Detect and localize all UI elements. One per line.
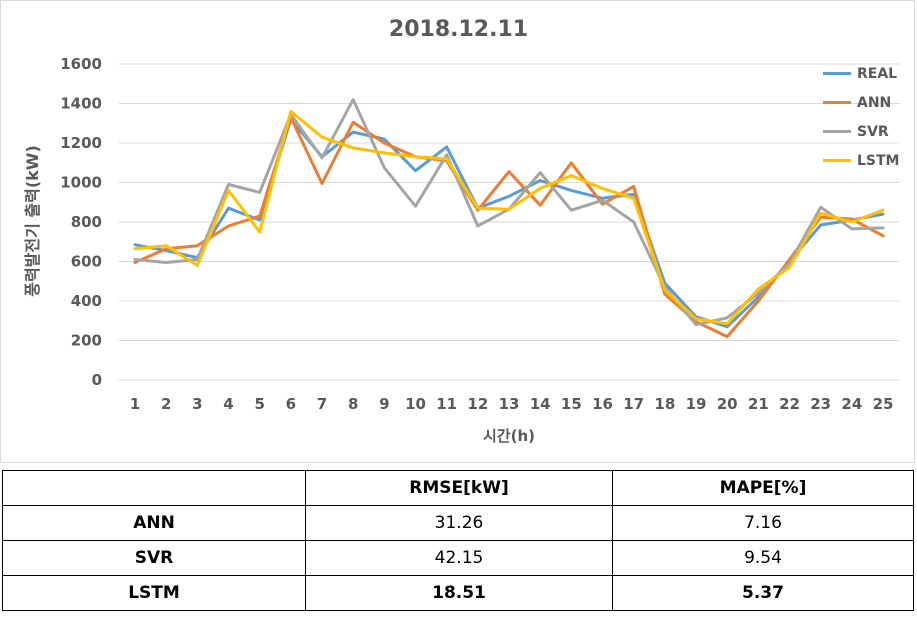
x-tick-label: 12 (467, 395, 488, 413)
x-tick-label: 7 (317, 395, 327, 413)
y-tick-label: 0 (92, 371, 102, 389)
x-tick-label: 24 (841, 395, 862, 413)
x-tick-label: 2 (161, 395, 171, 413)
x-tick-label: 15 (561, 395, 582, 413)
x-tick-label: 6 (286, 395, 296, 413)
y-tick-label: 1000 (60, 174, 102, 192)
y-tick-label: 600 (71, 253, 102, 271)
x-tick-label: 8 (348, 395, 358, 413)
x-tick-label: 11 (436, 395, 457, 413)
x-tick-label: 19 (686, 395, 707, 413)
y-axis-label: 풍력발전기 출력(kW) (23, 145, 42, 297)
chart-area: 0 200 400 600 800 1000 1200 1400 1600 1 2 3 4 5 6 7 8 9 10… (0, 0, 915, 463)
table-row: LSTM 18.51 5.37 (2, 575, 914, 611)
x-tick-label: 17 (623, 395, 644, 413)
x-tick-label: 10 (405, 395, 426, 413)
series-line-real (133, 117, 885, 329)
legend-item-ann: ANN (823, 88, 900, 117)
series-line-lstm (133, 109, 885, 326)
y-tick-label: 1400 (60, 95, 102, 113)
legend-item-svr: SVR (823, 117, 900, 146)
model-name: ANN (2, 505, 306, 541)
x-tick-label: 4 (223, 395, 233, 413)
mape-value: 7.16 (612, 505, 914, 541)
table-header-row: RMSE[kW] MAPE[%] (2, 470, 914, 506)
legend-label: LSTM (857, 152, 900, 169)
series-line-svr (133, 98, 885, 327)
table-row: ANN 31.26 7.16 (2, 505, 914, 541)
x-axis-label: 시간(h) (483, 427, 535, 445)
mape-value: 9.54 (612, 540, 914, 576)
table-row: SVR 42.15 9.54 (2, 540, 914, 576)
rmse-value: 31.26 (305, 505, 613, 541)
x-tick-label: 3 (192, 395, 202, 413)
x-tick-label: 18 (654, 395, 675, 413)
x-tick-label: 21 (748, 395, 769, 413)
rmse-value: 18.51 (305, 575, 613, 611)
y-tick-label: 200 (71, 332, 102, 350)
chart-title: 2018.12.11 (388, 17, 529, 42)
model-name: SVR (2, 540, 306, 576)
x-tick-label: 16 (592, 395, 613, 413)
x-tick-label: 5 (254, 395, 264, 413)
x-tick-label: 14 (530, 395, 551, 413)
x-tick-label: 22 (779, 395, 800, 413)
table-header-mape: MAPE[%] (612, 470, 914, 506)
legend-swatch (823, 72, 851, 75)
y-tick-label: 1600 (60, 55, 102, 73)
series-line-ann (133, 115, 885, 339)
model-name: LSTM (2, 575, 306, 611)
metrics-table: RMSE[kW] MAPE[%] ANN 31.26 7.16 SVR 42.1… (2, 470, 914, 611)
x-tick-label: 23 (810, 395, 831, 413)
x-tick-label: 20 (717, 395, 738, 413)
rmse-value: 42.15 (305, 540, 613, 576)
legend-swatch (823, 101, 851, 104)
y-tick-label: 800 (71, 213, 102, 231)
table-header-rmse: RMSE[kW] (305, 470, 613, 506)
legend-label: SVR (857, 123, 889, 140)
x-tick-label: 1 (130, 395, 140, 413)
table-header-empty (2, 470, 306, 506)
x-tick-label: 9 (379, 395, 389, 413)
legend-label: ANN (857, 94, 892, 111)
legend-label: REAL (857, 65, 898, 82)
legend: REAL ANN SVR LSTM (823, 59, 900, 175)
legend-item-real: REAL (823, 59, 900, 88)
legend-swatch (823, 159, 851, 162)
legend-item-lstm: LSTM (823, 146, 900, 175)
mape-value: 5.37 (612, 575, 914, 611)
x-tick-label: 13 (499, 395, 520, 413)
y-tick-label: 400 (71, 292, 102, 310)
x-tick-label: 25 (873, 395, 894, 413)
y-tick-label: 1200 (60, 134, 102, 152)
legend-swatch (823, 130, 851, 133)
